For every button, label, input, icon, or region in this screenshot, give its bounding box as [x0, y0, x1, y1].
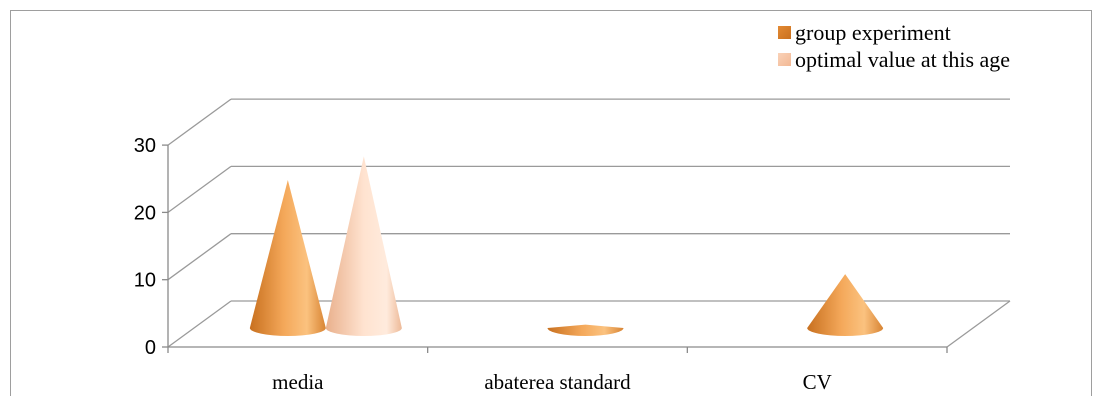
- x-tick-label: CV: [803, 370, 832, 394]
- cone-group-experiment-0: [249, 179, 326, 336]
- side-gridline: [167, 233, 232, 281]
- floor-edge: [946, 300, 1011, 348]
- legend-label: optimal value at this age: [795, 47, 1010, 72]
- side-gridline: [167, 98, 232, 146]
- cone-group-experiment-1: [547, 324, 624, 336]
- legend-label: group experiment: [795, 20, 951, 45]
- x-tick-label: abaterea standard: [484, 370, 631, 394]
- chart-frame: [10, 10, 1092, 396]
- cone-optimal-value-0: [325, 156, 402, 336]
- y-tick-label: 20: [134, 202, 156, 224]
- y-tick-label: 0: [145, 337, 156, 359]
- x-tick-label: media: [272, 370, 324, 394]
- y-tick-label: 30: [134, 135, 156, 157]
- side-gridline: [167, 165, 232, 213]
- legend-swatch: [778, 53, 791, 66]
- cone-group-experiment-2: [807, 274, 884, 336]
- legend-swatch: [778, 26, 791, 39]
- y-tick-label: 10: [134, 270, 156, 292]
- side-gridline: [167, 300, 232, 348]
